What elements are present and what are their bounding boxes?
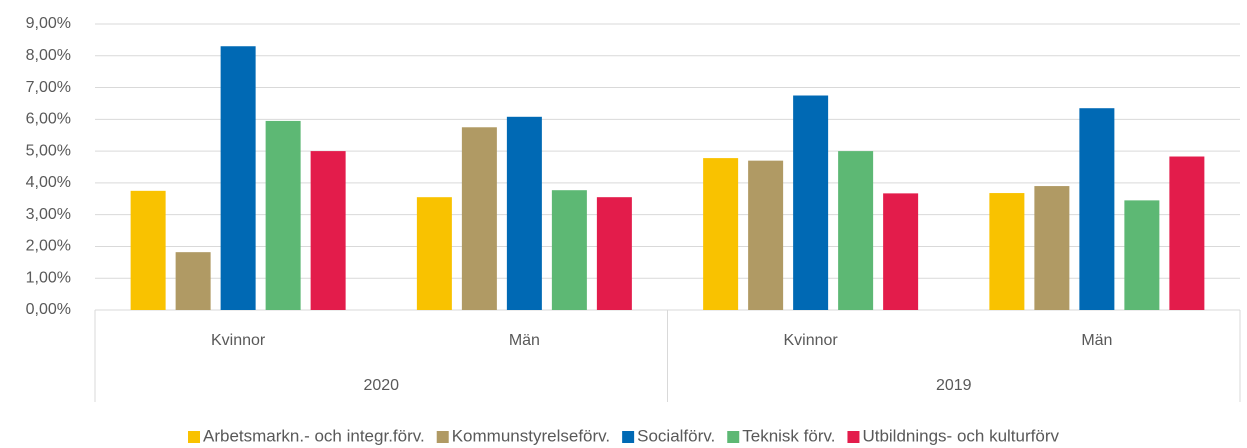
y-tick-label: 0,00% <box>26 301 71 318</box>
legend-label: Utbildnings- och kulturförv <box>862 426 1059 445</box>
y-tick-label: 7,00% <box>26 79 71 96</box>
bar <box>1034 186 1070 310</box>
bar <box>989 193 1025 310</box>
y-tick-label: 2,00% <box>26 238 71 255</box>
bar <box>310 151 346 310</box>
y-tick-label: 8,00% <box>26 47 71 64</box>
bar <box>703 158 739 310</box>
y-tick-label: 4,00% <box>26 174 71 191</box>
legend-marker <box>727 431 740 443</box>
bar <box>748 160 784 310</box>
bar <box>416 197 452 310</box>
bar <box>596 197 632 310</box>
x-tick-label: Kvinnor <box>784 332 839 349</box>
bar <box>551 190 587 310</box>
legend-label: Arbetsmarkn.- och integr.förv. <box>203 426 425 445</box>
x-tick-label: Kvinnor <box>211 332 266 349</box>
x-tick-label: Män <box>509 332 540 349</box>
bar <box>506 116 542 311</box>
bar <box>793 95 829 310</box>
y-tick-label: 5,00% <box>26 142 71 159</box>
bar <box>838 151 874 310</box>
legend-marker <box>847 431 860 443</box>
bar <box>265 120 301 310</box>
y-tick-label: 3,00% <box>26 206 71 223</box>
y-tick-label: 9,00% <box>26 15 71 32</box>
bar <box>175 252 211 310</box>
bar <box>1124 200 1160 310</box>
bar <box>220 46 256 310</box>
legend-marker <box>436 431 449 443</box>
x-tick-label: Män <box>1081 332 1112 349</box>
group-label: 2020 <box>363 377 399 394</box>
bar <box>1079 108 1115 310</box>
legend-label: Socialförv. <box>637 426 715 445</box>
y-tick-label: 6,00% <box>26 111 71 128</box>
group-label: 2019 <box>936 377 972 394</box>
y-tick-label: 1,00% <box>26 269 71 286</box>
bar <box>461 127 497 311</box>
bar <box>130 190 166 310</box>
legend-marker <box>622 431 635 443</box>
legend-marker <box>188 431 201 443</box>
legend-label: Kommunstyrelseförv. <box>452 426 610 445</box>
legend-label: Teknisk förv. <box>742 426 835 445</box>
bar <box>883 193 919 310</box>
bar <box>1169 156 1205 310</box>
